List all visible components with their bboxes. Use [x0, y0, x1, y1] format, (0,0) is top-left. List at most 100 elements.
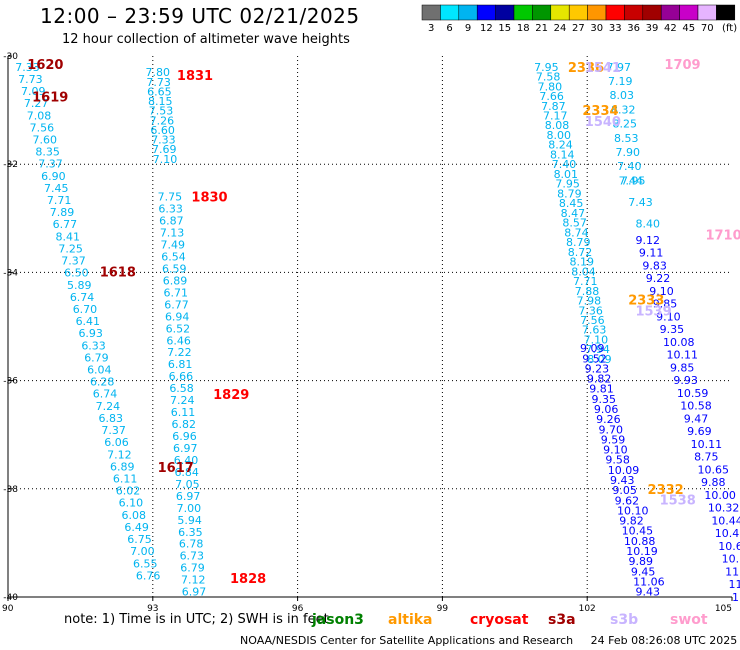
wave-height-point: 9.70: [598, 423, 623, 436]
wave-height-point: 6.54: [161, 250, 186, 263]
satellite-legend-swot: swot: [670, 612, 708, 628]
y-tick-label: -36: [3, 377, 18, 387]
wave-height-point: 9.05: [612, 484, 637, 497]
wave-height-point: 10.32: [708, 502, 740, 515]
pass-time-label: 1830: [191, 191, 227, 206]
wave-height-point: 6.04: [87, 364, 112, 377]
grid-lines: [8, 56, 732, 597]
wave-height-point: 10.65: [698, 463, 730, 476]
wave-height-point: 8.79: [566, 236, 591, 249]
wave-height-point: 9.82: [619, 515, 644, 528]
colorbar-label: (ft): [722, 23, 737, 34]
wave-height-point: 6.84: [174, 466, 199, 479]
wave-height-point: 8.14: [550, 148, 575, 161]
satellite-legend-s3b: s3b: [610, 612, 639, 628]
wave-height-point: 7.87: [541, 100, 566, 113]
colorbar-label: 3: [428, 23, 434, 34]
wave-height-point: 6.52: [166, 322, 191, 335]
wave-height-point: 7.33: [151, 134, 176, 147]
wave-height-point: 6.78: [179, 538, 204, 551]
wave-height-point: 7.73: [146, 76, 171, 89]
wave-height-point: 6.97: [176, 490, 201, 503]
wave-height-point: 7.97: [607, 61, 632, 74]
wave-height-point: 7.37: [101, 424, 126, 437]
wave-height-point: 9.85: [670, 361, 695, 374]
y-tick-label: -38: [3, 485, 18, 495]
pass-time-label: 1538: [660, 494, 696, 509]
satellite-legend-s3a: s3a: [548, 612, 576, 628]
colorbar-swatch: [697, 4, 717, 21]
wave-height-point: 9.23: [585, 362, 610, 375]
x-tick-label: 96: [292, 604, 304, 614]
wave-height-point: 6.50: [64, 267, 89, 280]
wave-height-point: 10.59: [677, 387, 709, 400]
wave-height-point: 10.11: [691, 438, 723, 451]
pass-time-label: 1619: [32, 91, 68, 106]
wave-height-point: 6.58: [169, 382, 194, 395]
wave-height-point: 10.19: [626, 545, 658, 558]
wave-height-point: 8.25: [613, 118, 638, 131]
wave-height-point: 11.15: [732, 591, 740, 604]
wave-height-point: 6.11: [171, 406, 196, 419]
colorbar-label: 70: [701, 23, 714, 34]
wave-height-point: 7.08: [27, 109, 52, 122]
pass-time-label: 1541: [585, 61, 621, 76]
wave-height-point: 6.33: [81, 339, 106, 352]
wave-height-point: 6.59: [162, 262, 187, 275]
wave-height-point: 9.43: [635, 586, 660, 599]
wave-height-point: 8.40: [635, 218, 660, 231]
wave-height-point: 9.89: [629, 555, 654, 568]
satellite-legend-jason3: jason3: [312, 612, 364, 628]
wave-height-point: 8.01: [554, 168, 579, 181]
colorbar-swatch: [458, 4, 478, 21]
wave-height-point: 8.15: [148, 95, 173, 108]
wave-height-point: 6.89: [110, 460, 135, 473]
wave-height-point: 6.82: [172, 418, 197, 431]
wave-height-point: 6.77: [53, 218, 77, 231]
wave-height-point: 8.79: [557, 187, 582, 200]
time-labels: 1620 1619 1618 1617 1831 1830 1829 1828 2336 2334…: [27, 58, 740, 587]
wave-height-point: 7.37: [61, 255, 85, 268]
wave-height-point: 10.11: [666, 349, 698, 362]
wave-height-point: 6.70: [73, 303, 98, 316]
x-tick-label: 93: [147, 604, 158, 614]
colorbar-swatch: [642, 4, 662, 21]
wave-height-point: 9.06: [594, 403, 619, 416]
wave-height-point: 6.33: [158, 203, 183, 216]
wave-height-point: 7.00: [130, 545, 155, 558]
pass-time-label: 2336: [568, 61, 604, 76]
wave-height-point: 9.35: [660, 323, 685, 336]
pass-time-label: 1540: [585, 115, 621, 130]
wave-height-point: 9.83: [642, 259, 667, 272]
wave-height-point: 6.89: [163, 274, 188, 287]
wave-height-point: 10.10: [617, 504, 649, 517]
pass-time-label: 1710: [705, 229, 740, 244]
y-tick-label: -30: [3, 52, 18, 62]
wave-height-point: 9.93: [673, 374, 698, 387]
wave-height-point: 8.57: [562, 217, 587, 230]
wave-height-point: 5.94: [177, 514, 202, 527]
colorbar-swatch: [587, 4, 607, 21]
wave-height-point: 9.09: [580, 342, 605, 355]
wave-height-point: 9.35: [592, 393, 617, 406]
wave-height-point: 7.56: [580, 314, 605, 327]
wave-height-point: 9.10: [603, 444, 628, 457]
wave-height-point: 7.80: [538, 80, 563, 93]
wave-height-point: 7.95: [534, 61, 559, 74]
pass-time-label: 1539: [635, 304, 671, 319]
wave-height-point: 6.77: [164, 298, 189, 311]
wave-height-point: 8.19: [570, 256, 595, 269]
colorbar-label: 15: [498, 23, 511, 34]
wave-height-point: 7.26: [150, 114, 175, 127]
pass-time-label: 1620: [27, 58, 63, 73]
wave-height-point: 6.11: [113, 472, 138, 485]
colorbar-label: 39: [646, 23, 659, 34]
wave-height-point: 7.89: [50, 206, 74, 219]
generated-timestamp: 24 Feb 08:26:08 UTC 2025: [590, 634, 738, 647]
wave-height-point: 6.90: [41, 170, 65, 183]
wave-height-point: 8.74: [564, 226, 589, 239]
wave-height-point: 11.55: [725, 565, 740, 578]
wave-height-point: 6.60: [150, 124, 175, 137]
wave-height-point: 6.65: [147, 85, 172, 98]
